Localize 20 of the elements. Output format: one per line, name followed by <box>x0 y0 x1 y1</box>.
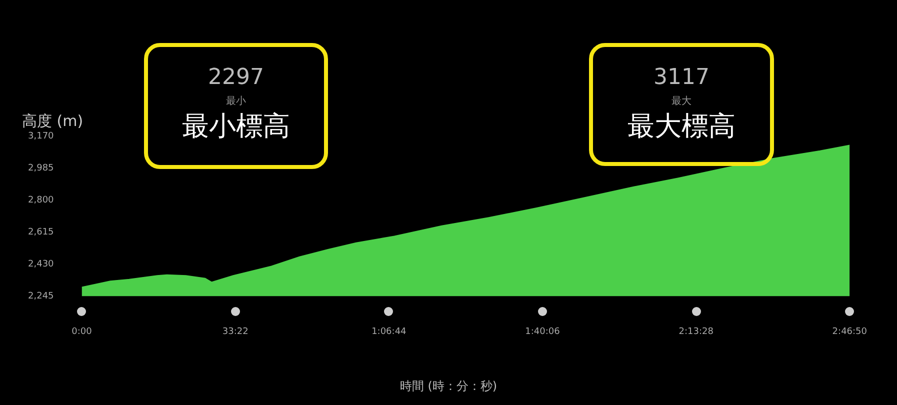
x-axis-title: 時間 (時：分：秒) <box>398 378 498 395</box>
y-tick-label: 3,170 <box>28 131 54 142</box>
y-tick-label: 2,985 <box>28 163 54 174</box>
text: 3117 <box>652 65 710 90</box>
x-tick-label: 0:00 <box>72 326 92 337</box>
y-tick-label: 2,615 <box>28 227 54 238</box>
text: 最大 <box>670 94 692 108</box>
y-tick-label: 2,800 <box>28 195 54 206</box>
annotation: 最小標高 <box>181 110 291 144</box>
x-tick-label: 33:22 <box>222 326 248 337</box>
annotation: 最大標高 <box>626 110 736 144</box>
y-tick-label: 2,430 <box>28 260 54 270</box>
x-tick-label: 2:46:50 <box>832 326 868 337</box>
text: 2297 <box>207 65 265 90</box>
x-tick-label: 1:40:06 <box>525 326 560 337</box>
x-tick-label: 1:06:44 <box>372 326 407 337</box>
x-tick-label: 2:13:28 <box>678 326 714 337</box>
text: 最小 <box>225 94 247 108</box>
y-tick-label: 2,245 <box>28 292 54 302</box>
y-axis-title: 高度 (m) <box>22 112 84 131</box>
